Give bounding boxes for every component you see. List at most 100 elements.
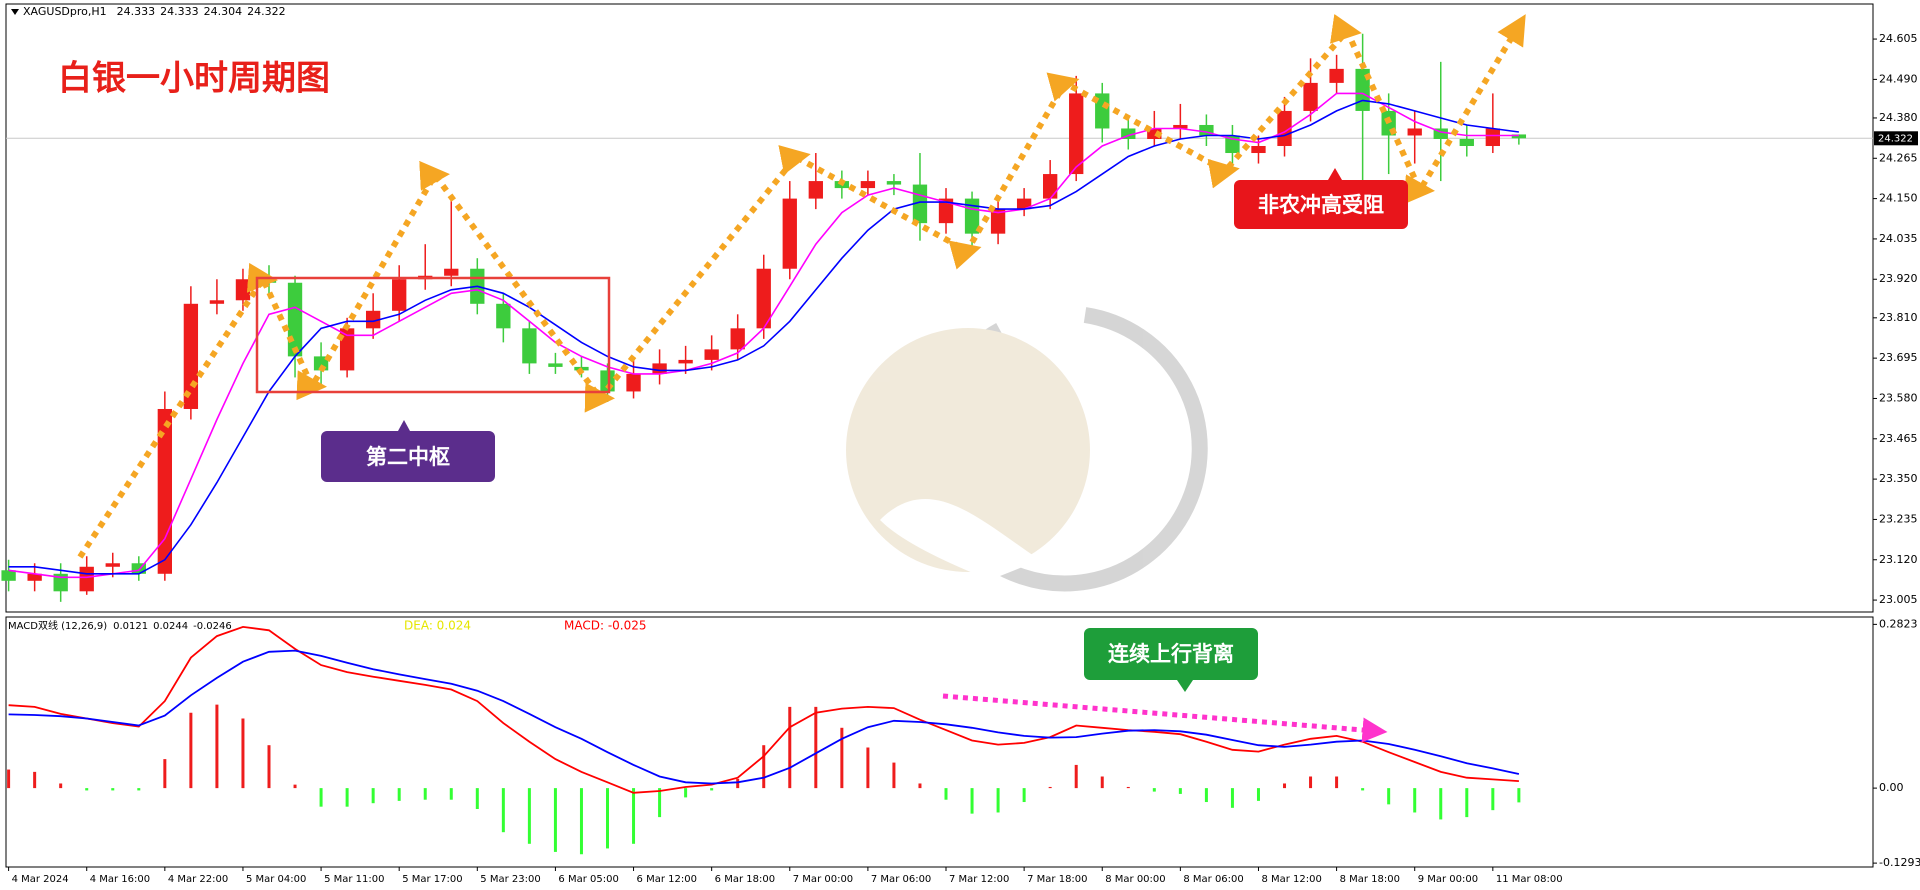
macd-header: MACD双线 (12,26,9) 0.0121 0.0244 -0.0246 <box>8 619 232 632</box>
candle-body <box>1 570 16 581</box>
y-tick-label: 23.695 <box>1879 351 1918 364</box>
y-tick-label: 23.465 <box>1879 432 1918 445</box>
candle-body <box>53 573 68 592</box>
x-tick-label: 8 Mar 06:00 <box>1183 874 1243 885</box>
y-tick-label: 24.150 <box>1879 192 1918 205</box>
x-tick-label: 5 Mar 11:00 <box>324 874 384 885</box>
macd-label: MACD: -0.025 <box>564 619 647 633</box>
x-tick-label: 4 Mar 16:00 <box>90 874 150 885</box>
y-tick-label: 23.120 <box>1879 553 1918 566</box>
x-tick-label: 11 Mar 08:00 <box>1496 874 1563 885</box>
x-tick-label: 8 Mar 12:00 <box>1261 874 1321 885</box>
candle-body <box>808 181 823 199</box>
x-tick-label: 8 Mar 00:00 <box>1105 874 1165 885</box>
divergence-label-text: 连续上行背离 <box>1108 642 1234 666</box>
candle-body <box>1485 128 1500 147</box>
candle-body <box>1043 174 1058 199</box>
x-tick-label: 6 Mar 18:00 <box>715 874 775 885</box>
y-tick-label: -0.1293 <box>1879 856 1920 869</box>
candle-body <box>626 373 641 392</box>
y-tick-label: 24.035 <box>1879 232 1918 245</box>
candle-body <box>522 328 537 364</box>
candle-body <box>235 279 251 301</box>
x-tick-label: 6 Mar 12:00 <box>637 874 697 885</box>
x-tick-label: 7 Mar 18:00 <box>1027 874 1087 885</box>
y-tick-label: 0.2823 <box>1879 617 1918 630</box>
macd-title: MACD双线 (12,26,9) <box>8 619 107 632</box>
watermark <box>846 307 1208 592</box>
macd-line <box>8 649 1520 785</box>
candle-body <box>392 279 407 311</box>
price-tag-label: 24.322 <box>1878 133 1913 144</box>
symbol-header: XAGUSDpro,H1 24.333 24.333 24.304 24.322 <box>23 5 286 18</box>
candle-body <box>209 300 225 304</box>
x-tick-label: 9 Mar 00:00 <box>1418 874 1478 885</box>
candle-body <box>79 566 94 592</box>
candle-body <box>27 573 42 581</box>
ohlc-high: 24.333 <box>160 5 199 18</box>
price-tag <box>1874 131 1918 146</box>
y-tick-label: 0.00 <box>1879 781 1904 794</box>
macd-hist: -0.0246 <box>193 621 232 632</box>
candle-body <box>678 359 693 364</box>
x-tick-label: 5 Mar 04:00 <box>246 874 306 885</box>
macd-dea: 0.0244 <box>153 621 188 632</box>
y-tick-label: 24.265 <box>1879 151 1918 164</box>
macd-plot: 0.2823 0.00 -0.1293 4 Mar 2024 4 Mar 16:00 4 … <box>7 617 1920 885</box>
y-tick-label: 24.605 <box>1879 32 1918 45</box>
macd-line <box>8 625 1519 794</box>
dea-label: DEA: 0.024 <box>404 619 471 633</box>
x-tick-label: 4 Mar 22:00 <box>168 874 228 885</box>
divergence-arrow <box>942 693 1388 743</box>
x-tick-label: 7 Mar 06:00 <box>871 874 931 885</box>
chart-title: 白银一小时周期图 <box>58 59 330 99</box>
x-tick-label: 4 Mar 2024 <box>12 874 69 885</box>
candle-body <box>105 563 120 567</box>
y-tick-label: 24.380 <box>1879 111 1918 124</box>
x-tick-label: 5 Mar 23:00 <box>480 874 540 885</box>
y-tick-label: 23.005 <box>1879 593 1918 606</box>
y-tick-label: 23.580 <box>1879 391 1918 404</box>
candle-body <box>730 328 745 350</box>
trend-arrows <box>77 14 1526 559</box>
y-tick-label: 23.350 <box>1879 472 1918 485</box>
candle-body <box>131 563 146 574</box>
candle-body <box>652 363 667 374</box>
pivot-label: 第二中枢 <box>321 420 495 482</box>
pivot-label-text: 第二中枢 <box>366 445 450 469</box>
macd-panel <box>5 616 1874 868</box>
candle-body <box>1329 68 1344 83</box>
candle-body <box>496 303 511 329</box>
x-tick-label: 7 Mar 12:00 <box>949 874 1009 885</box>
collapse-icon <box>11 9 19 15</box>
symbol: XAGUSDpro,H1 <box>23 5 107 18</box>
nfp-label-text: 非农冲高受阻 <box>1258 193 1384 217</box>
candle-body <box>548 363 563 367</box>
candle-body <box>1303 82 1318 111</box>
x-tick-label: 6 Mar 05:00 <box>558 874 618 885</box>
y-tick-label: 23.920 <box>1879 272 1918 285</box>
ohlc-close: 24.322 <box>247 5 286 18</box>
macd-dif: 0.0121 <box>113 621 148 632</box>
divergence-label: 连续上行背离 <box>1084 628 1258 692</box>
candle-body <box>1407 128 1422 136</box>
candle-body <box>886 181 902 185</box>
ohlc-low: 24.304 <box>204 5 243 18</box>
candle-body <box>860 181 876 189</box>
pivot-box <box>255 276 611 394</box>
x-tick-label: 7 Mar 00:00 <box>793 874 853 885</box>
candle-body <box>444 268 459 276</box>
candle-body <box>704 349 719 360</box>
candle-body <box>1459 138 1474 147</box>
nfp-label: 非农冲高受阻 <box>1234 168 1408 229</box>
main-panel <box>5 3 1874 613</box>
candle-body <box>782 198 797 269</box>
y-tick-label: 24.490 <box>1879 72 1918 85</box>
x-tick-label: 5 Mar 17:00 <box>402 874 462 885</box>
ohlc-open: 24.333 <box>117 5 156 18</box>
y-tick-label: 23.235 <box>1879 512 1918 525</box>
candle-body <box>287 282 303 357</box>
x-tick-label: 8 Mar 18:00 <box>1340 874 1400 885</box>
